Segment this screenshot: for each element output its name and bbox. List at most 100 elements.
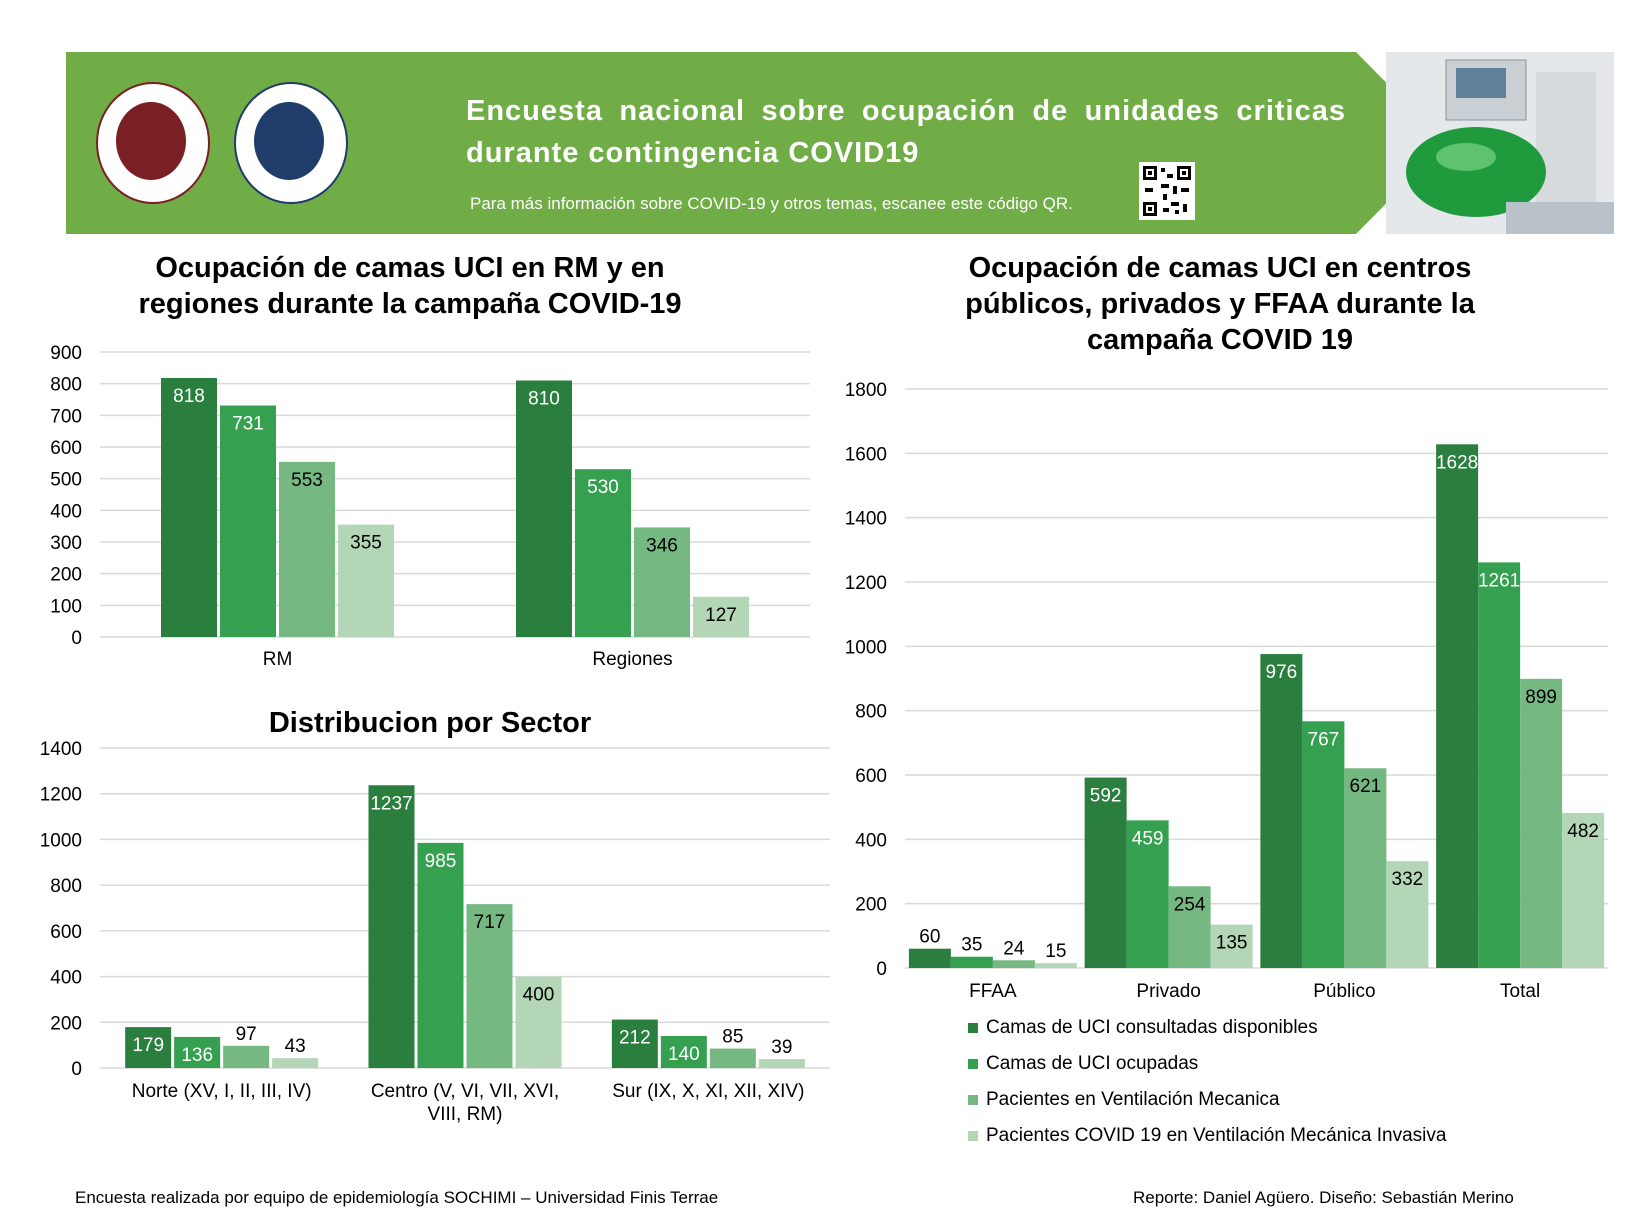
sochimi-logo-icon bbox=[96, 82, 210, 204]
y-tick-label: 800 bbox=[855, 702, 887, 723]
y-tick-label: 300 bbox=[50, 533, 82, 554]
data-label: 1261 bbox=[1478, 570, 1520, 591]
data-label: 482 bbox=[1567, 821, 1599, 842]
data-label: 553 bbox=[291, 470, 323, 491]
finis-terrae-logo-icon bbox=[234, 82, 348, 204]
bar bbox=[220, 405, 276, 637]
data-label: 1237 bbox=[370, 793, 412, 814]
data-label: 135 bbox=[1216, 933, 1248, 954]
data-label: 346 bbox=[646, 535, 678, 556]
bar bbox=[417, 842, 464, 1068]
legend-item: Camas de UCI ocupadas bbox=[968, 1046, 1446, 1082]
bar bbox=[223, 1045, 270, 1068]
bar bbox=[161, 377, 217, 637]
bar bbox=[1260, 654, 1303, 968]
data-label: 459 bbox=[1132, 828, 1164, 849]
y-tick-label: 1000 bbox=[845, 637, 887, 658]
bar bbox=[1344, 768, 1387, 968]
y-tick-label: 500 bbox=[50, 470, 82, 491]
y-tick-label: 800 bbox=[50, 876, 82, 897]
data-label: 212 bbox=[619, 1028, 651, 1049]
data-label: 85 bbox=[722, 1027, 743, 1048]
data-label: 1628 bbox=[1436, 452, 1478, 473]
bar bbox=[1034, 963, 1077, 968]
y-tick-label: 700 bbox=[50, 406, 82, 427]
x-category-label: RM bbox=[263, 649, 293, 670]
data-label: 97 bbox=[236, 1024, 257, 1045]
bar bbox=[693, 596, 749, 637]
y-tick-label: 900 bbox=[50, 343, 82, 364]
y-tick-label: 1200 bbox=[845, 573, 887, 594]
data-label: 127 bbox=[705, 605, 737, 626]
bar bbox=[611, 1019, 658, 1068]
data-label: 332 bbox=[1392, 869, 1424, 890]
x-category-label: Centro (V, VI, VII, XVI, VIII, RM) bbox=[371, 1081, 559, 1125]
x-category-label: Regiones bbox=[592, 649, 672, 670]
y-tick-label: 100 bbox=[50, 596, 82, 617]
data-label: 140 bbox=[668, 1044, 700, 1065]
x-category-label: Público bbox=[1313, 981, 1375, 1002]
ventilator-photo-icon bbox=[1386, 52, 1614, 234]
bar bbox=[1168, 886, 1211, 968]
data-label: 899 bbox=[1525, 687, 1557, 708]
bar bbox=[1436, 444, 1479, 968]
y-tick-label: 0 bbox=[876, 959, 887, 980]
data-label: 731 bbox=[232, 414, 264, 435]
bar bbox=[338, 524, 394, 637]
y-tick-label: 0 bbox=[71, 1059, 82, 1080]
legend-label: Camas de UCI ocupadas bbox=[986, 1053, 1199, 1074]
y-tick-label: 1200 bbox=[40, 785, 82, 806]
y-tick-label: 1000 bbox=[40, 830, 82, 851]
data-label: 621 bbox=[1350, 776, 1382, 797]
bar bbox=[1562, 812, 1605, 968]
y-tick-label: 600 bbox=[50, 922, 82, 943]
y-tick-label: 1400 bbox=[40, 739, 82, 760]
legend-item: Pacientes COVID 19 en Ventilación Mecáni… bbox=[968, 1118, 1446, 1154]
x-category-label: Norte (XV, I, II, III, IV) bbox=[132, 1081, 312, 1102]
y-tick-label: 200 bbox=[50, 565, 82, 586]
chart2-title: Distribucion por Sector bbox=[268, 707, 592, 739]
data-label: 400 bbox=[523, 985, 555, 1006]
data-label: 810 bbox=[528, 389, 560, 410]
bar bbox=[1126, 820, 1169, 968]
data-label: 818 bbox=[173, 386, 205, 407]
footer-credit-left: Encuesta realizada por equipo de epidemi… bbox=[75, 1188, 719, 1207]
header-banner: Encuesta nacional sobre ocupación de uni… bbox=[66, 52, 1614, 234]
data-label: 254 bbox=[1174, 894, 1206, 915]
y-tick-label: 600 bbox=[50, 438, 82, 459]
banner-background bbox=[66, 52, 1446, 234]
legend-label: Pacientes en Ventilación Mecanica bbox=[986, 1089, 1280, 1110]
chart1-title: Ocupación de camas UCI en RM y en region… bbox=[138, 252, 682, 320]
bar bbox=[634, 527, 690, 637]
bar bbox=[709, 1048, 756, 1068]
footer-credit-right: Reporte: Daniel Agüero. Diseño: Sebastiá… bbox=[1133, 1188, 1514, 1207]
bar bbox=[1386, 861, 1429, 968]
bar bbox=[1210, 924, 1253, 968]
legend-item: Pacientes en Ventilación Mecanica bbox=[968, 1082, 1446, 1118]
bar bbox=[1520, 678, 1563, 968]
legend-item: Camas de UCI consultadas disponibles bbox=[968, 1010, 1446, 1046]
y-tick-label: 1800 bbox=[845, 380, 887, 401]
chart3-legend: Camas de UCI consultadas disponibles Cam… bbox=[968, 1010, 1446, 1154]
bar bbox=[125, 1027, 172, 1068]
data-label: 35 bbox=[961, 935, 982, 956]
y-tick-label: 1400 bbox=[845, 509, 887, 530]
data-label: 15 bbox=[1045, 941, 1066, 962]
qr-code-icon[interactable] bbox=[1139, 162, 1195, 220]
banner-title: Encuesta nacional sobre ocupación de uni… bbox=[466, 95, 1346, 169]
legend-swatch bbox=[968, 1095, 978, 1105]
legend-swatch bbox=[968, 1023, 978, 1033]
bar bbox=[575, 469, 631, 637]
bar bbox=[279, 461, 335, 637]
data-label: 179 bbox=[132, 1035, 164, 1056]
data-label: 24 bbox=[1003, 938, 1025, 959]
x-category-label: Sur (IX, X, XI, XII, XIV) bbox=[612, 1081, 804, 1102]
y-tick-label: 200 bbox=[855, 895, 887, 916]
chart3-title: Ocupación de camas UCI en centros públic… bbox=[965, 252, 1475, 356]
y-tick-label: 200 bbox=[50, 1013, 82, 1034]
x-category-label: Privado bbox=[1136, 981, 1200, 1002]
y-tick-label: 1600 bbox=[845, 444, 887, 465]
